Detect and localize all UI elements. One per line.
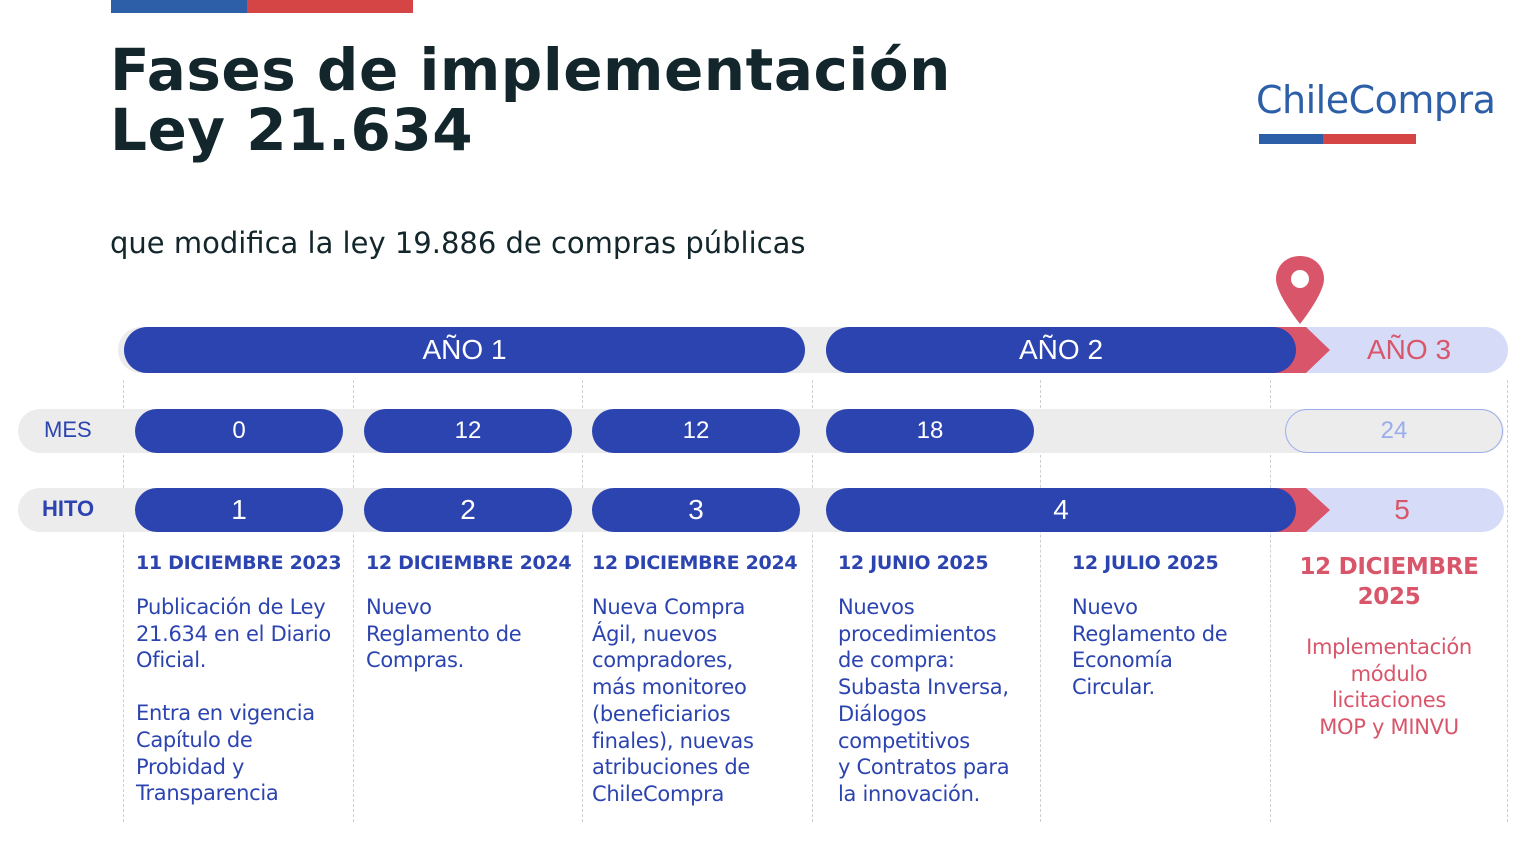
milestone-description: Implementación módulo licitaciones MOP y… [1306,635,1472,740]
mes-value: 12 [682,417,710,444]
hito-value: 3 [688,494,704,525]
milestone-date: 12 DICIEMBRE 2025 [1299,554,1479,610]
mes-pill-5-upcoming: 24 [1285,409,1503,453]
milestone-4: 12 JUNIO 2025 Nuevos procedimientos de c… [838,552,1038,808]
year-3-label: AÑO 3 [1366,334,1452,365]
milestone-description-secondary: Entra en vigencia Capítulo de Probidad y… [136,701,315,806]
mes-pill-2: 12 [364,409,572,453]
milestone-date: 12 JUNIO 2025 [838,552,989,574]
flag-bar-blue [111,0,247,13]
hito-value: 1 [231,494,247,525]
logo-bar-red [1323,134,1416,144]
mes-row-label: MES [44,417,92,442]
hito-5-value: 5 [1394,494,1410,525]
milestone-date: 12 DICIEMBRE 2024 [592,552,798,574]
location-pin-icon [1276,256,1324,324]
milestone-description: Publicación de Ley 21.634 en el Diario O… [136,595,331,673]
mes-value: 0 [232,417,246,444]
milestone-description: Nuevo Reglamento de Economía Circular. [1072,595,1228,700]
chilecompra-logo: ChileCompra [1256,78,1506,144]
flag-bar-red [247,0,413,13]
milestone-date: 12 DICIEMBRE 2024 [366,552,572,574]
column-divider [1040,380,1041,822]
milestone-date: 11 DICIEMBRE 2023 [136,552,342,574]
column-divider [812,380,813,822]
year-1-label: AÑO 1 [422,334,507,365]
milestone-description: Nuevo Reglamento de Compras. [366,595,522,673]
logo-bar-blue [1259,134,1323,144]
year-2-bar: AÑO 2 [826,327,1296,373]
logo-text: ChileCompra [1256,78,1496,122]
column-divider [353,380,354,822]
page-title: Fases de implementación Ley 21.634 [110,40,951,160]
column-divider [1507,380,1508,822]
hito-pill-4: 4 [826,488,1296,532]
year-2-label: AÑO 2 [1018,334,1104,365]
title-line-1: Fases de implementación [110,36,951,104]
milestone-1: 11 DICIEMBRE 2023 Publicación de Ley 21.… [136,552,348,807]
column-divider [1270,380,1271,822]
milestone-2: 12 DICIEMBRE 2024 Nuevo Reglamento de Co… [366,552,578,674]
mes-value: 12 [454,417,482,444]
hito-pill-1: 1 [135,488,343,532]
milestone-date: 12 JULIO 2025 [1072,552,1219,574]
milestone-description: Nuevos procedimientos de compra: Subasta… [838,595,1010,806]
mes-pill-3: 12 [592,409,800,453]
page-subtitle: que modifica la ley 19.886 de compras pú… [110,226,806,260]
hito-pill-3: 3 [592,488,800,532]
milestone-description: Nueva Compra Ágil, nuevos compradores, m… [592,595,754,806]
title-line-2: Ley 21.634 [110,96,474,164]
hito-pill-2: 2 [364,488,572,532]
mes-value: 18 [916,417,944,444]
milestone-5: 12 JULIO 2025 Nuevo Reglamento de Econom… [1072,552,1267,701]
hito-5-segment: 5 [1290,488,1504,532]
hito-value: 2 [460,494,476,525]
mes-pill-1: 0 [135,409,343,453]
hito-value: 4 [1053,494,1069,525]
column-divider [123,380,124,822]
milestone-3: 12 DICIEMBRE 2024 Nueva Compra Ágil, nue… [592,552,807,808]
mes-pill-4: 18 [826,409,1034,453]
milestone-6-upcoming: 12 DICIEMBRE 2025 Implementación módulo … [1275,552,1503,741]
mes-value: 24 [1380,417,1408,444]
column-divider [582,380,583,822]
hito-row-label: HITO [42,496,95,521]
year-1-bar: AÑO 1 [124,327,805,373]
